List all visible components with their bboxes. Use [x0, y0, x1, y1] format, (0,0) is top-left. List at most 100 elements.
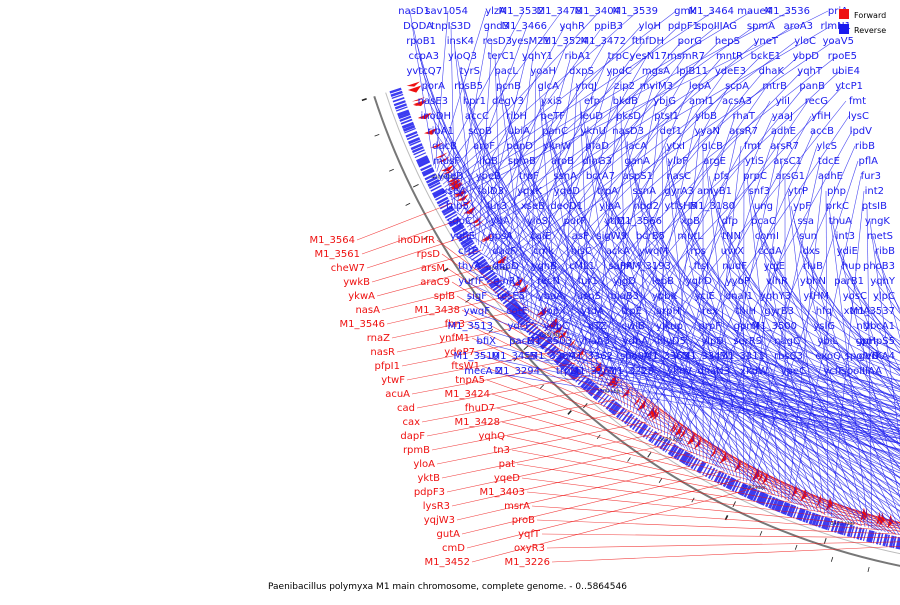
feature-label: ribB	[875, 246, 895, 257]
feature-label: cwlB	[622, 321, 645, 332]
ruler-dash	[568, 411, 571, 415]
feature-label: M1_3466	[502, 21, 547, 32]
feature-label: M1_3362	[568, 351, 613, 362]
feature-label: ybhN	[800, 276, 826, 287]
feature-label: dnaN3	[697, 366, 730, 377]
feature-label: rpsD	[417, 249, 441, 260]
feature-label: M1_3561	[315, 249, 360, 260]
feature-label: pdpF3	[414, 487, 445, 498]
leader-line	[542, 534, 900, 540]
feature-label: rpmB	[403, 445, 430, 456]
feature-label: parB1	[834, 276, 864, 287]
feature-label: aroB	[551, 156, 574, 167]
feature-label: dxpS	[569, 66, 594, 77]
feature-label: dnaI1	[725, 291, 753, 302]
feature-label: tNN	[722, 231, 741, 242]
feature-label: ywqM	[639, 246, 668, 257]
feature-label: M1_3539	[613, 6, 658, 17]
feature-label: ribH	[506, 111, 527, 122]
ruler-dash	[540, 385, 544, 389]
feature-label: musF	[433, 156, 460, 167]
feature-label: rpoB1	[406, 36, 436, 47]
feature-label: aspS1	[623, 171, 653, 182]
feature-label: yqhY3	[760, 291, 791, 302]
feature-label: gyrA3	[664, 186, 694, 197]
feature-label: M1_3566	[617, 216, 662, 227]
feature-label: rluB	[803, 261, 823, 272]
feature-label: dapF	[400, 431, 425, 442]
ruler-dash	[406, 203, 410, 205]
leader-line	[540, 71, 688, 326]
feature-label: purF	[563, 216, 586, 227]
feature-label: caiE	[530, 231, 551, 242]
feature-label: ampS5	[860, 336, 895, 347]
feature-label: spmB	[508, 156, 536, 167]
feature-label: ylpA	[599, 201, 621, 212]
map-caption: Paenibacillus polymyxa M1 main chromosom…	[268, 582, 627, 592]
feature-label: lplB11	[677, 66, 709, 77]
feature-label: M1_3513	[448, 321, 493, 332]
feature-label: bcrA7	[586, 171, 615, 182]
feature-label: biaB3	[611, 291, 639, 302]
feature-label: M1_3472	[581, 36, 626, 47]
feature-label: yhaA3	[578, 336, 610, 347]
feature-label: dnaD	[492, 261, 519, 272]
legend-reverse-swatch	[839, 24, 849, 34]
feature-label: arsG1	[775, 171, 805, 182]
feature-label: ylcS	[816, 141, 837, 152]
tick-mark	[413, 184, 418, 187]
forward-feature	[408, 86, 421, 93]
feature-label: hlyD5	[657, 336, 686, 347]
feature-label: yneT	[753, 36, 778, 47]
feature-label: cax	[402, 417, 420, 428]
feature-label: M1_3537	[850, 306, 895, 317]
feature-label: yqhR	[559, 21, 585, 32]
feature-label: nudF	[722, 261, 747, 272]
tick-mark	[733, 501, 736, 506]
feature-label: arpH	[656, 306, 680, 317]
feature-label: ccpA3	[408, 51, 439, 62]
feature-label: yloQ3	[448, 51, 477, 62]
feature-label: trpA	[597, 186, 618, 197]
feature-label: yvtcQ7	[407, 66, 443, 77]
feature-label: cmD	[442, 543, 465, 554]
feature-label: php	[827, 186, 846, 197]
feature-label: yslG	[813, 321, 835, 332]
feature-label: peTF	[541, 111, 566, 122]
feature-label: yqhB	[532, 261, 558, 272]
feature-label: yybP	[726, 276, 750, 287]
feature-label: gerKA4	[859, 351, 895, 362]
feature-label: yqeD	[554, 186, 580, 197]
feature-label: yloS	[527, 216, 548, 227]
feature-label: accC	[465, 111, 489, 122]
feature-label: trpC	[608, 51, 629, 62]
leader-line	[552, 533, 900, 562]
feature-label: M1_3536	[765, 6, 810, 17]
feature-label: tdcE	[818, 156, 840, 167]
feature-label: M1_3500	[752, 321, 797, 332]
feature-label: arsR7	[729, 126, 758, 137]
feature-label: fhuD7	[465, 403, 495, 414]
feature-label: mutL	[677, 231, 703, 242]
feature-label: lpdV	[850, 126, 872, 137]
feature-label: nagC	[774, 336, 800, 347]
feature-label: yqjE	[764, 261, 785, 272]
feature-label: ribA1	[565, 51, 591, 62]
feature-label: ylpD	[701, 336, 724, 347]
feature-label: sav1054	[425, 6, 468, 17]
feature-label: xseA	[442, 186, 466, 197]
feature-label: recN	[537, 276, 560, 287]
feature-label: yxiS	[541, 96, 562, 107]
feature-label: ypdC	[606, 66, 632, 77]
feature-label: argE	[703, 156, 726, 167]
feature-label: ccdA	[758, 246, 782, 257]
feature-label: pat	[499, 459, 515, 470]
feature-label: scpB	[468, 126, 492, 137]
feature-label: pflA	[859, 156, 879, 167]
feature-label: ptsI1	[654, 111, 679, 122]
feature-label: snf3	[749, 186, 770, 197]
feature-label: spmA	[747, 21, 775, 32]
feature-label: inoDH	[421, 111, 451, 122]
feature-label: M1_3311	[720, 351, 765, 362]
feature-label: ubiE4	[832, 66, 860, 77]
